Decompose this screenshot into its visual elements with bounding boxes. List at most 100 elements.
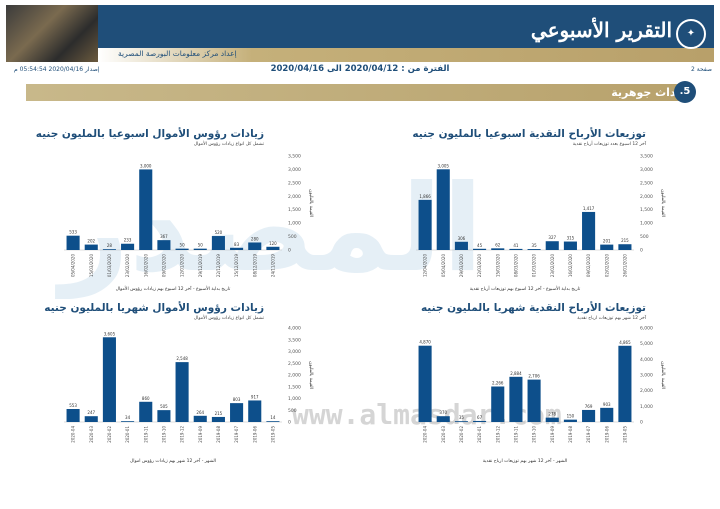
x-axis-title: تاريخ بداية الأسبوع - آخر 12 اسبوع بهم ز… <box>116 285 231 292</box>
y-tick-label: 2,000 <box>288 194 301 200</box>
y-tick-label: 3,000 <box>288 167 301 173</box>
y-tick-label: 0 <box>288 248 291 254</box>
x-tick-label: 2019-11 <box>143 426 148 443</box>
bar-data-label: 278 <box>548 412 556 417</box>
bar-data-label: 215 <box>215 411 223 416</box>
x-tick-label: 23/02/2020 <box>125 254 130 278</box>
bar-data-label: 50 <box>198 243 204 248</box>
bar-data-label: 2,548 <box>176 356 188 361</box>
section-title: أحداث جوهرية <box>611 86 688 99</box>
bar <box>545 417 559 422</box>
y-tick-label: 1,500 <box>640 207 653 213</box>
bar-data-label: 3,605 <box>104 331 116 336</box>
bar <box>473 420 487 422</box>
x-tick-label: 2019-09 <box>198 426 203 443</box>
bar <box>175 248 189 250</box>
x-tick-label: 02/02/2020 <box>604 254 609 278</box>
bar-data-label: 1,417 <box>583 206 595 211</box>
bar-data-label: 233 <box>124 238 132 243</box>
bar <box>491 248 505 250</box>
report-header: إعداد مركز معلومات البورصة المصرية التقر… <box>6 5 714 62</box>
y-tick-label: 3,500 <box>288 337 301 343</box>
bar-data-label: 367 <box>160 234 168 239</box>
bar-data-label: 769 <box>585 404 593 409</box>
y-tick-label: 1,000 <box>640 404 653 410</box>
bar-data-label: 553 <box>69 403 77 408</box>
x-tick-label: 2020-03 <box>89 426 94 443</box>
bar-data-label: 45 <box>477 243 483 248</box>
bar <box>193 415 207 422</box>
bar <box>509 248 523 250</box>
bar-data-label: 4,865 <box>619 340 631 345</box>
x-tick-label: 2019-11 <box>513 426 518 443</box>
x-tick-label: 12/04/2020 <box>423 254 428 278</box>
bar <box>230 247 244 250</box>
x-tick-label: 2019-08 <box>568 426 573 443</box>
y-tick-label: 1,000 <box>640 221 653 227</box>
bar <box>582 409 596 422</box>
bar <box>66 235 80 250</box>
bar <box>248 400 262 422</box>
bar-data-label: 14 <box>270 415 276 420</box>
bar-data-label: 917 <box>251 394 259 399</box>
bar <box>600 407 614 422</box>
bar-data-label: 50 <box>180 243 186 248</box>
bar <box>545 241 559 250</box>
bar-data-label: 2,884 <box>510 371 522 376</box>
x-tick-label: 09/02/2020 <box>161 254 166 278</box>
bar-data-label: 67 <box>477 415 483 420</box>
bar-data-label: 35 <box>532 243 538 248</box>
x-tick-label: 05/04/2020 <box>441 254 446 278</box>
x-tick-label: 16/02/2020 <box>568 254 573 278</box>
bar-data-label: 264 <box>196 410 204 415</box>
issue-timestamp: إصدار 2020/04/16 05:54:54 م <box>14 66 100 73</box>
chart-monthly-dividends: 0 1,000 2,000 3,000 4,000 5,000 6,000 القيمة با… <box>416 326 665 464</box>
y-tick-label: 500 <box>288 408 297 414</box>
y-tick-label: 3,000 <box>288 349 301 355</box>
x-tick-label: 2020-04 <box>71 426 76 443</box>
bar <box>266 246 280 250</box>
x-tick-label: 2020-03 <box>441 426 446 443</box>
chart-title-monthly-dividends: توزيعات الأرباح النقدية شهريا بالمليون ج… <box>420 302 646 314</box>
bar-data-label: 4,870 <box>419 340 431 345</box>
y-tick-label: 3,500 <box>640 154 653 160</box>
bar-data-label: 2,706 <box>528 374 540 379</box>
bar <box>418 199 432 250</box>
bar-data-label: 202 <box>87 239 95 244</box>
watermark-logo: المصدر <box>60 160 484 299</box>
x-axis-title: تاريخ بداية الأسبوع - آخر 12 اسبوع بهم ت… <box>470 285 581 292</box>
bar-data-label: 1,866 <box>419 194 431 199</box>
x-tick-label: 16/02/2020 <box>143 254 148 278</box>
y-tick-label: 3,000 <box>640 167 653 173</box>
x-tick-label: 2019-07 <box>234 426 239 443</box>
bar-data-label: 505 <box>160 404 168 409</box>
bar <box>211 416 225 422</box>
bar-data-label: 247 <box>87 410 95 415</box>
bar <box>563 419 577 422</box>
bar <box>436 416 450 422</box>
x-tick-label: 2019-09 <box>550 426 555 443</box>
x-tick-label: 2019-05 <box>622 426 627 443</box>
y-tick-label: 0 <box>288 420 291 426</box>
x-tick-label: 23/02/2020 <box>550 254 555 278</box>
bar <box>139 401 153 422</box>
bar <box>139 169 153 250</box>
x-tick-label: 01/03/2020 <box>107 254 112 278</box>
y-axis-title: القيمة بالمليون <box>308 189 313 217</box>
bar-data-label: 120 <box>269 241 277 246</box>
x-tick-label: 2019-10 <box>532 426 537 443</box>
bar <box>266 421 280 422</box>
bar <box>248 242 262 250</box>
x-tick-label: 12/01/2020 <box>180 254 185 278</box>
bar <box>454 421 468 422</box>
bar-data-label: 35 <box>459 415 465 420</box>
x-tick-label: 01/03/2020 <box>532 254 537 278</box>
bar <box>175 362 189 422</box>
chart-subtitle-monthly-dividends: آخر 12 شهر بهم توزيعات ارباح نقدية <box>577 316 646 321</box>
bar <box>582 211 596 250</box>
y-tick-label: 2,500 <box>288 361 301 367</box>
y-tick-label: 6,000 <box>640 326 653 332</box>
y-tick-label: 2,500 <box>640 180 653 186</box>
bar-data-label: 327 <box>548 235 556 240</box>
x-tick-label: 2020-02 <box>107 426 112 443</box>
